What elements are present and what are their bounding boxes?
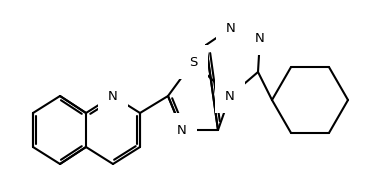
Text: N: N bbox=[177, 123, 187, 137]
Text: N: N bbox=[108, 89, 118, 103]
Text: S: S bbox=[189, 56, 197, 68]
Text: N: N bbox=[226, 22, 236, 35]
Text: N: N bbox=[225, 89, 235, 103]
Text: N: N bbox=[255, 31, 265, 45]
